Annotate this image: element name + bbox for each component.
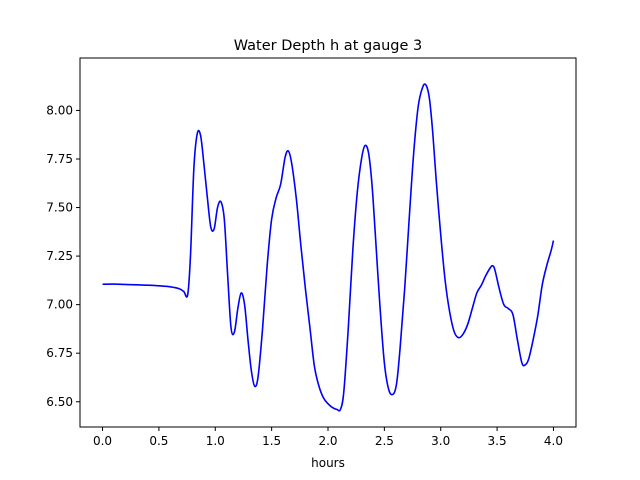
y-tick-label: 6.75: [46, 346, 73, 360]
x-tick-label: 0.5: [149, 434, 168, 448]
x-tick-label: 3.5: [488, 434, 507, 448]
y-tick-label: 8.00: [46, 103, 73, 117]
x-axis-ticks: 0.0 0.5 1.0 1.5 2.0 2.5 3.0 3.5 4.0: [93, 427, 563, 448]
y-tick-label: 7.50: [46, 201, 73, 215]
x-tick-label: 1.0: [206, 434, 225, 448]
y-tick-label: 7.75: [46, 152, 73, 166]
x-tick-label: 2.5: [375, 434, 394, 448]
chart-title: Water Depth h at gauge 3: [234, 38, 422, 54]
x-tick-label: 3.0: [431, 434, 450, 448]
series-line-0: [102, 83, 555, 412]
x-tick-label: 4.0: [544, 434, 563, 448]
plot-frame: [79, 57, 577, 428]
x-axis-label: hours: [311, 456, 345, 470]
series-layer: [102, 83, 555, 412]
x-tick-label: 1.5: [262, 434, 281, 448]
y-tick-label: 7.00: [46, 298, 73, 312]
y-tick-label: 7.25: [46, 249, 73, 263]
y-axis-ticks: 6.50 6.75 7.00 7.25 7.50 7.75 8.00: [46, 103, 80, 409]
y-tick-label: 6.50: [46, 395, 73, 409]
x-tick-label: 0.0: [93, 434, 112, 448]
x-tick-label: 2.0: [318, 434, 337, 448]
